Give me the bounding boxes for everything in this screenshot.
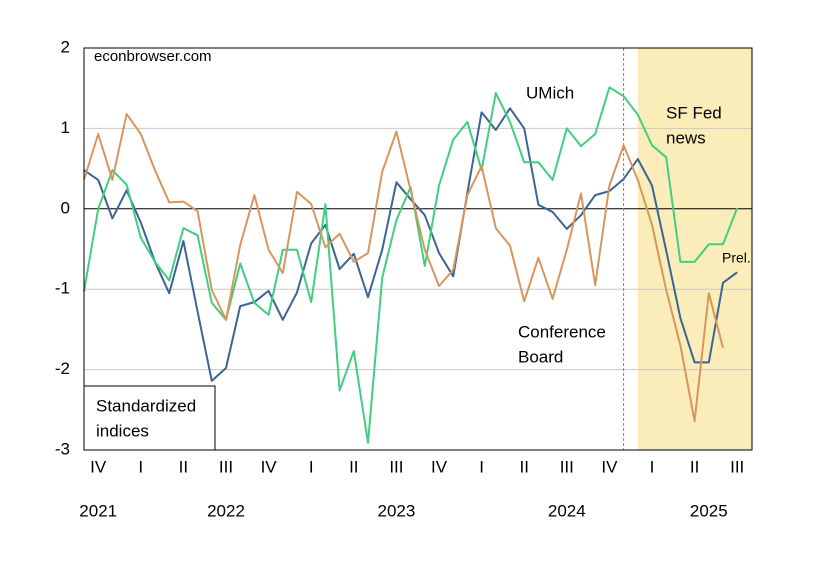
year-label: 2025 — [690, 501, 728, 520]
x-tick-label: I — [138, 457, 143, 476]
x-tick-label: IV — [601, 457, 618, 476]
year-label: 2023 — [377, 501, 415, 520]
x-tick-label: II — [179, 457, 188, 476]
series-label: SF Fed — [666, 103, 722, 122]
x-tick-label: III — [560, 457, 574, 476]
series-label: Conference — [518, 322, 606, 341]
y-tick-label: -1 — [55, 279, 70, 298]
series-line — [83, 112, 724, 423]
note-text: Standardized — [96, 396, 196, 415]
x-tick-label: IV — [90, 457, 107, 476]
y-tick-label: -3 — [55, 439, 70, 458]
note-box — [83, 385, 216, 451]
x-tick-label: III — [219, 457, 233, 476]
x-tick-label: II — [519, 457, 528, 476]
year-label: 2024 — [548, 501, 586, 520]
annotation: Prel. — [722, 250, 751, 266]
x-tick-label: II — [349, 457, 358, 476]
x-tick-label: IV — [431, 457, 448, 476]
y-tick-label: 1 — [61, 118, 70, 137]
x-tick-label: I — [309, 457, 314, 476]
x-tick-label: I — [650, 457, 655, 476]
year-label: 2021 — [79, 501, 117, 520]
series-label: UMich — [526, 83, 574, 102]
x-tick-label: II — [690, 457, 699, 476]
series-line — [83, 107, 738, 382]
plot-frame — [83, 47, 753, 451]
x-tick-label: III — [730, 457, 744, 476]
series-label: news — [666, 128, 706, 147]
x-tick-label: IV — [261, 457, 278, 476]
y-tick-label: 0 — [61, 198, 70, 217]
x-tick-label: III — [389, 457, 403, 476]
source-label: econbrowser.com — [94, 48, 212, 65]
y-tick-label: -2 — [55, 359, 70, 378]
y-tick-label: 2 — [61, 37, 70, 56]
year-label: 2022 — [207, 501, 245, 520]
note-text: indices — [96, 421, 149, 440]
x-tick-label: I — [479, 457, 484, 476]
series-label: Board — [518, 347, 563, 366]
